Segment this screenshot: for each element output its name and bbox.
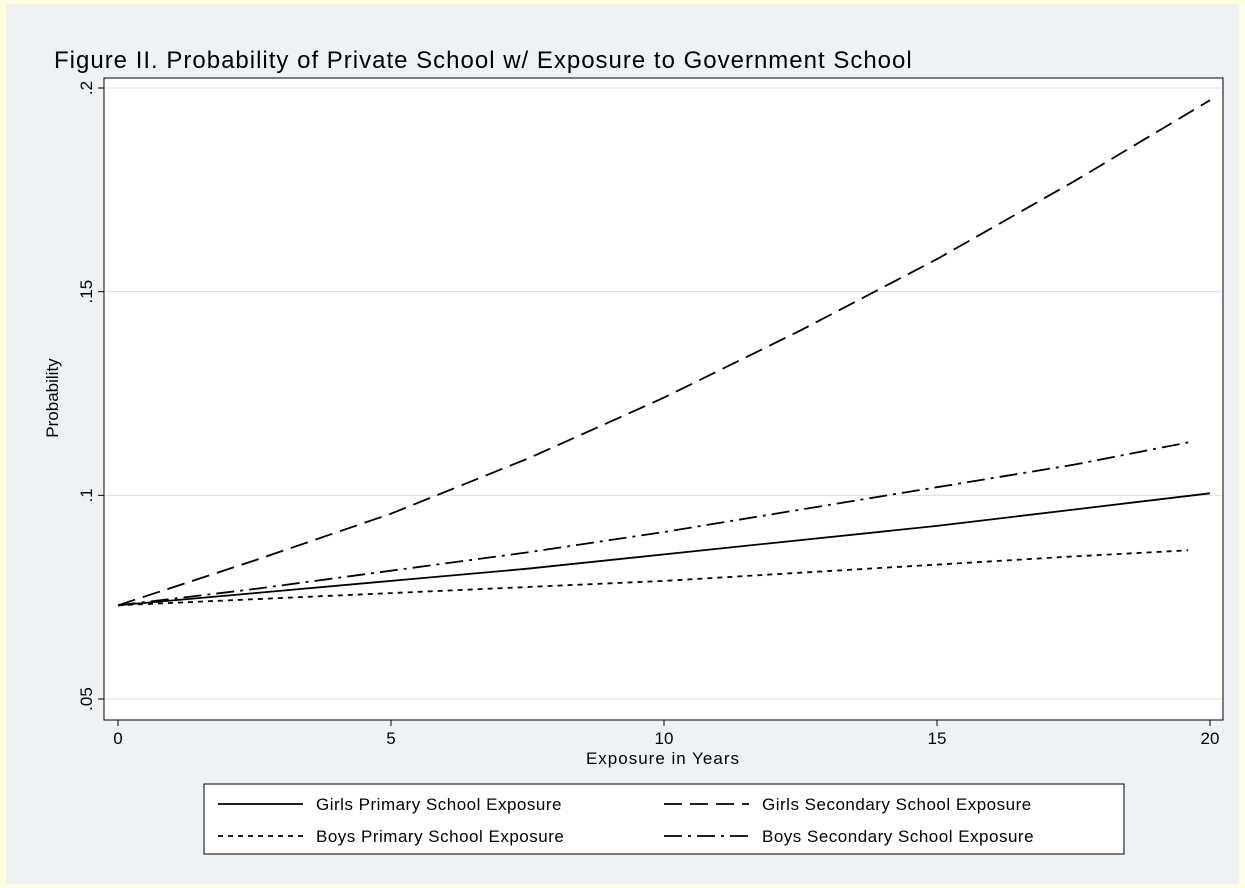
series-lines [117, 99, 1211, 607]
y-axis-label: Probability [43, 358, 62, 438]
x-axis-label: Exposure in Years [586, 749, 740, 768]
legend-label-3: Boys Primary School Exposure [316, 827, 564, 846]
x-tick-label: 15 [928, 729, 947, 748]
chart-svg: Figure II. Probability of Private School… [43, 47, 1224, 855]
y-tick-label: .2 [77, 81, 96, 95]
legend-box [203, 783, 1125, 855]
legend-label-2: Girls Secondary School Exposure [762, 795, 1032, 814]
x-tick-label: 0 [113, 729, 122, 748]
plot-area [103, 77, 1224, 721]
y-tick-label: .05 [77, 687, 96, 711]
gridlines [105, 87, 1222, 700]
legend: Girls Primary School Exposure Girls Secon… [218, 795, 1034, 846]
series-line-3 [117, 549, 1189, 607]
y-tick-label: .1 [77, 488, 96, 502]
x-axis: 0 5 10 15 20 [113, 720, 1219, 748]
chart-frame: Figure II. Probability of Private School… [6, 4, 1239, 884]
x-tick-label: 20 [1201, 729, 1220, 748]
y-tick-label: .15 [77, 280, 96, 304]
x-tick-label: 10 [655, 729, 674, 748]
legend-label-4: Boys Secondary School Exposure [762, 827, 1034, 846]
chart-title: Figure II. Probability of Private School… [54, 47, 913, 74]
x-tick-label: 5 [386, 729, 395, 748]
series-line-1 [117, 492, 1211, 607]
legend-label-1: Girls Primary School Exposure [316, 795, 562, 814]
series-line-2 [117, 99, 1211, 607]
y-axis: .05 .1 .15 .2 [77, 81, 104, 711]
